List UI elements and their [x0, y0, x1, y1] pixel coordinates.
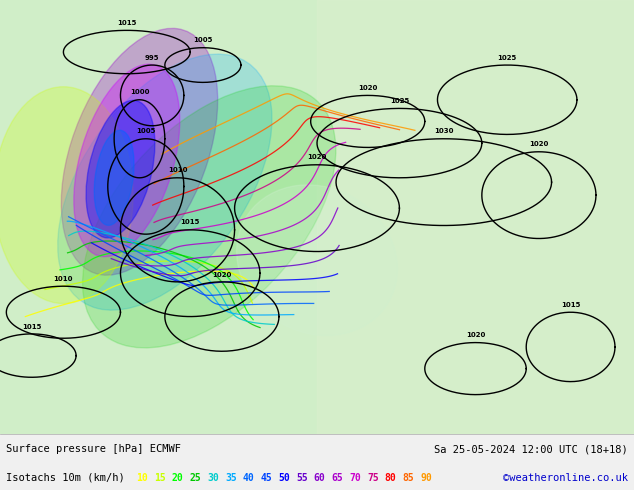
- Text: 30: 30: [207, 472, 219, 483]
- Text: 50: 50: [278, 472, 290, 483]
- Text: 1020: 1020: [358, 85, 377, 91]
- Ellipse shape: [86, 100, 155, 238]
- Ellipse shape: [0, 87, 133, 303]
- Text: 35: 35: [225, 472, 237, 483]
- Ellipse shape: [58, 54, 272, 310]
- Text: 1020: 1020: [307, 154, 327, 160]
- Ellipse shape: [74, 64, 180, 257]
- Text: 995: 995: [145, 55, 159, 61]
- Text: 1015: 1015: [561, 302, 580, 308]
- Text: 1015: 1015: [181, 220, 200, 225]
- Text: 60: 60: [314, 472, 326, 483]
- Text: 1005: 1005: [193, 37, 212, 44]
- Text: 55: 55: [296, 472, 308, 483]
- Text: 1010: 1010: [54, 276, 73, 282]
- Ellipse shape: [94, 130, 134, 225]
- Text: 45: 45: [261, 472, 273, 483]
- Text: 1025: 1025: [498, 55, 517, 61]
- Bar: [317, 0, 634, 434]
- Text: 20: 20: [172, 472, 184, 483]
- Text: 25: 25: [190, 472, 202, 483]
- Text: 70: 70: [349, 472, 361, 483]
- Text: 1015: 1015: [117, 20, 136, 26]
- Text: 90: 90: [420, 472, 432, 483]
- Text: 85: 85: [403, 472, 415, 483]
- Ellipse shape: [61, 28, 217, 275]
- Text: 1010: 1010: [168, 168, 187, 173]
- Text: 1015: 1015: [22, 323, 41, 330]
- Text: 1020: 1020: [212, 271, 231, 277]
- Text: 1025: 1025: [390, 98, 409, 104]
- Text: 80: 80: [385, 472, 397, 483]
- Text: 15: 15: [154, 472, 166, 483]
- Text: 1005: 1005: [136, 128, 155, 134]
- Text: 10: 10: [136, 472, 148, 483]
- Text: ©weatheronline.co.uk: ©weatheronline.co.uk: [503, 472, 628, 483]
- Text: 1000: 1000: [130, 89, 149, 96]
- Text: 65: 65: [332, 472, 344, 483]
- Ellipse shape: [82, 86, 336, 348]
- Text: Sa 25-05-2024 12:00 UTC (18+18): Sa 25-05-2024 12:00 UTC (18+18): [434, 444, 628, 454]
- Text: Isotachs 10m (km/h): Isotachs 10m (km/h): [6, 472, 125, 483]
- Text: 1020: 1020: [466, 332, 485, 338]
- Text: 40: 40: [243, 472, 255, 483]
- Ellipse shape: [236, 185, 398, 336]
- Text: 75: 75: [367, 472, 379, 483]
- Text: 1020: 1020: [529, 142, 548, 147]
- Text: 1030: 1030: [434, 128, 453, 134]
- Text: Surface pressure [hPa] ECMWF: Surface pressure [hPa] ECMWF: [6, 444, 181, 454]
